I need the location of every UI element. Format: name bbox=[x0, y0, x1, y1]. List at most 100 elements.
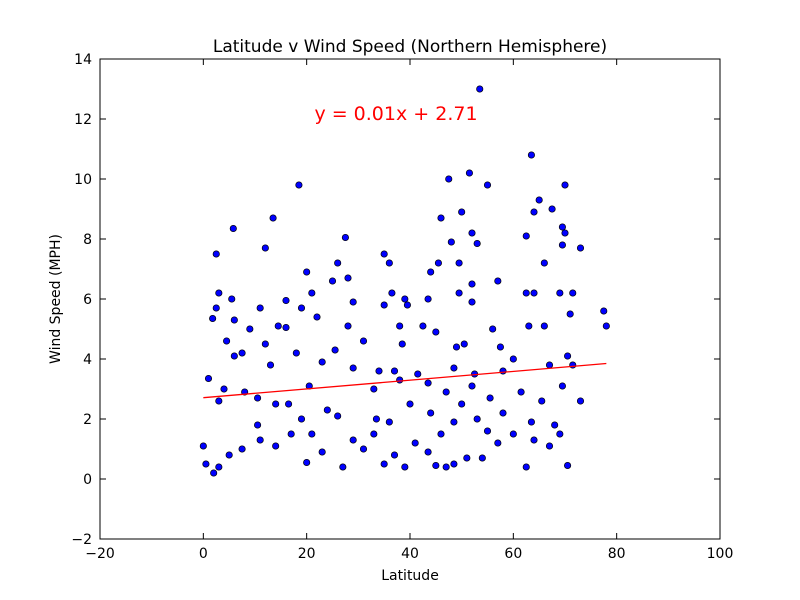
point bbox=[411, 439, 419, 447]
point bbox=[390, 451, 399, 459]
point bbox=[468, 280, 476, 288]
point bbox=[341, 233, 349, 242]
x-tick-label: −20 bbox=[85, 546, 115, 562]
point bbox=[202, 460, 210, 468]
point bbox=[287, 430, 295, 438]
point bbox=[344, 274, 352, 282]
point bbox=[272, 400, 280, 408]
point bbox=[600, 307, 608, 315]
x-tick-label: 20 bbox=[298, 546, 316, 562]
point bbox=[427, 268, 435, 276]
point bbox=[458, 208, 466, 216]
point bbox=[530, 208, 538, 216]
point bbox=[398, 340, 406, 348]
point bbox=[489, 325, 497, 333]
y-tick-label: 10 bbox=[74, 172, 92, 188]
point bbox=[238, 349, 246, 357]
point bbox=[396, 376, 404, 384]
point bbox=[473, 415, 481, 423]
point bbox=[380, 301, 388, 309]
point bbox=[359, 445, 368, 453]
point bbox=[349, 436, 357, 444]
point bbox=[385, 418, 393, 426]
point bbox=[266, 361, 275, 369]
point bbox=[483, 427, 492, 435]
point bbox=[569, 361, 577, 369]
point bbox=[215, 397, 223, 405]
point bbox=[576, 397, 585, 405]
point bbox=[561, 229, 569, 237]
point bbox=[223, 337, 231, 345]
point bbox=[406, 400, 414, 408]
point bbox=[427, 409, 435, 417]
point bbox=[517, 388, 525, 396]
point bbox=[437, 430, 445, 438]
point bbox=[282, 296, 290, 305]
point bbox=[199, 442, 207, 450]
point bbox=[282, 323, 290, 332]
point bbox=[424, 295, 432, 303]
x-tick-label: 80 bbox=[608, 546, 626, 562]
point bbox=[349, 298, 357, 306]
point bbox=[256, 304, 264, 312]
point bbox=[390, 367, 399, 375]
point bbox=[455, 289, 463, 297]
point bbox=[256, 436, 264, 444]
point bbox=[303, 458, 311, 467]
point bbox=[545, 442, 554, 450]
point bbox=[452, 343, 461, 351]
point bbox=[220, 385, 228, 393]
point bbox=[349, 364, 357, 372]
point bbox=[261, 340, 269, 348]
point bbox=[318, 358, 326, 366]
point bbox=[445, 175, 453, 183]
point bbox=[548, 205, 556, 213]
point bbox=[308, 289, 316, 297]
point bbox=[370, 385, 378, 393]
point bbox=[437, 214, 445, 222]
point bbox=[434, 259, 442, 267]
point bbox=[388, 289, 396, 297]
point bbox=[602, 322, 610, 330]
point bbox=[380, 250, 388, 258]
point bbox=[564, 461, 572, 470]
point bbox=[468, 229, 476, 237]
point bbox=[450, 460, 458, 468]
point bbox=[569, 289, 577, 297]
point bbox=[375, 367, 383, 375]
point bbox=[522, 289, 530, 297]
point bbox=[455, 259, 463, 267]
point bbox=[292, 349, 300, 357]
point bbox=[535, 196, 543, 204]
point bbox=[372, 415, 380, 423]
point bbox=[473, 239, 481, 248]
chart-title: Latitude v Wind Speed (Northern Hemisphe… bbox=[213, 37, 607, 57]
point bbox=[538, 397, 546, 405]
point bbox=[468, 298, 476, 306]
point bbox=[564, 352, 572, 360]
point bbox=[339, 463, 347, 471]
point bbox=[424, 379, 432, 387]
point bbox=[228, 295, 236, 303]
point bbox=[215, 289, 223, 297]
y-tick-label: 8 bbox=[83, 232, 92, 248]
x-tick-label: 60 bbox=[504, 546, 522, 562]
point bbox=[204, 374, 213, 383]
point bbox=[478, 454, 486, 462]
point bbox=[295, 181, 303, 189]
y-tick-label: 6 bbox=[83, 292, 92, 308]
point bbox=[297, 415, 306, 423]
point bbox=[344, 322, 352, 330]
point bbox=[385, 259, 393, 267]
point bbox=[230, 316, 238, 324]
point bbox=[527, 151, 535, 159]
point bbox=[442, 388, 450, 396]
point bbox=[432, 328, 440, 336]
point bbox=[318, 448, 326, 456]
point bbox=[463, 454, 471, 462]
point bbox=[530, 289, 538, 297]
point bbox=[486, 394, 494, 402]
point bbox=[401, 463, 409, 471]
